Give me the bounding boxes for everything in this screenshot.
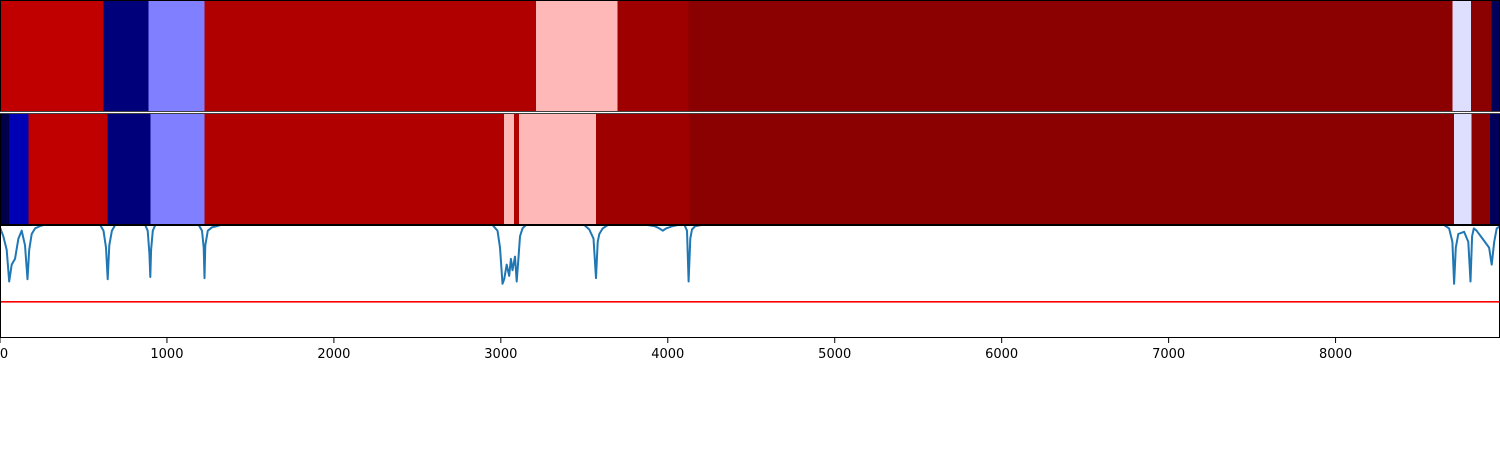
segment-1-0: [0, 113, 10, 225]
segment-0-3: [204, 0, 536, 112]
segment-0-0: [0, 0, 104, 112]
segment-1-6: [504, 113, 515, 225]
segment-0-5: [617, 0, 689, 112]
x-tick-label-0: 0: [0, 347, 8, 362]
segment-1-7: [514, 113, 520, 225]
segment-track-top: [0, 0, 1500, 112]
segment-1-2: [28, 113, 108, 225]
x-tick-label-2: 2000: [317, 347, 350, 362]
segment-0-6: [688, 0, 1453, 112]
segment-1-9: [595, 113, 690, 225]
segment-1-1: [9, 113, 29, 225]
x-tick-label-4: 4000: [651, 347, 684, 362]
segment-1-11: [1454, 113, 1472, 225]
segment-1-5: [204, 113, 505, 225]
segment-1-10: [689, 113, 1455, 225]
segment-1-4: [150, 113, 205, 225]
signal-panel: [0, 224, 1500, 303]
x-tick-label-6: 6000: [985, 347, 1018, 362]
segment-0-2: [148, 0, 205, 112]
segment-0-4: [535, 0, 618, 112]
segment-0-8: [1470, 0, 1492, 112]
segment-1-8: [519, 113, 596, 225]
x-tick-label-5: 5000: [818, 347, 851, 362]
signal-line-0: [0, 224, 1500, 285]
segment-track-bottom: [0, 113, 1500, 225]
x-tick-label-3: 3000: [484, 347, 517, 362]
segment-1-13: [1489, 113, 1500, 225]
x-tick-label-7: 7000: [1152, 347, 1185, 362]
x-tick-label-8: 8000: [1319, 347, 1352, 362]
segment-0-9: [1491, 0, 1500, 112]
segment-0-7: [1452, 0, 1471, 112]
x-axis: 0 1000 2000 3000 4000 5000 6000 7000 8000: [0, 338, 1352, 362]
segment-1-12: [1471, 113, 1490, 225]
segment-1-3: [107, 113, 151, 225]
panel-frame-2: [0, 225, 1500, 338]
x-tick-label-1: 1000: [150, 347, 183, 362]
segment-0-1: [103, 0, 149, 112]
